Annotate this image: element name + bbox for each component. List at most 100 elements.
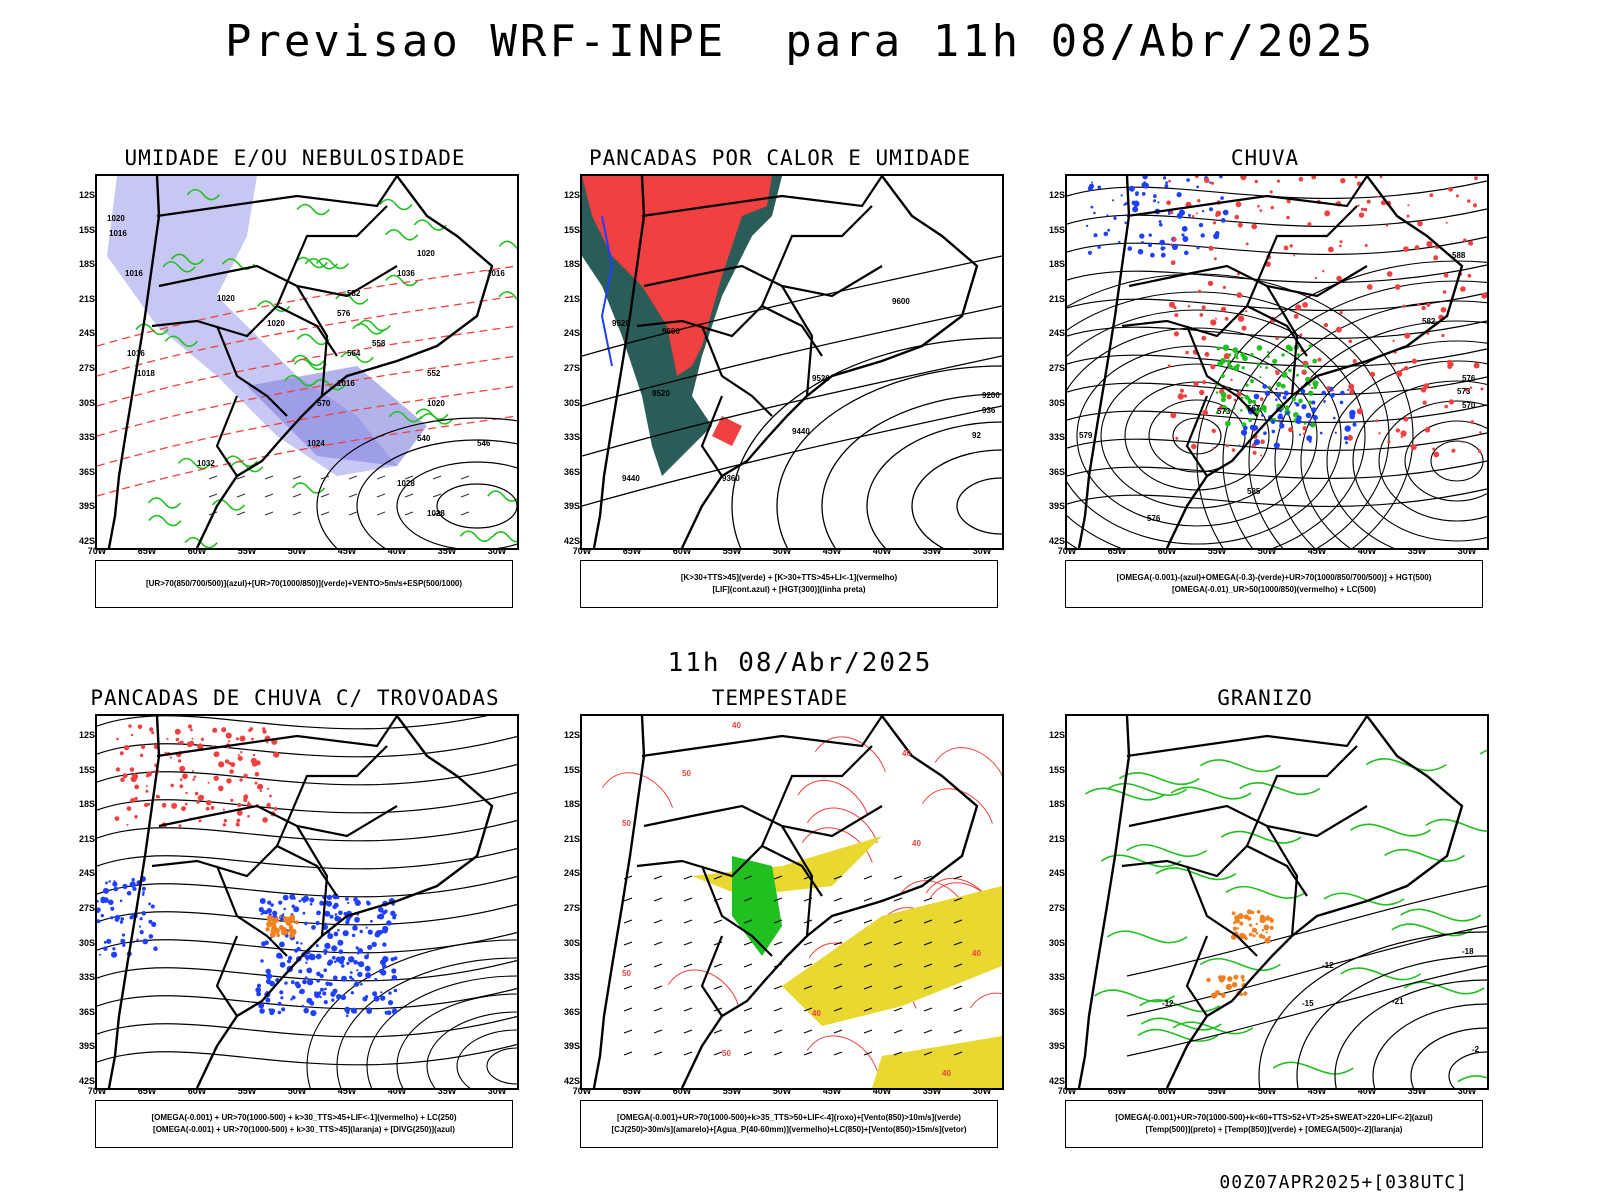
latitude-tick-label: 30S (78, 937, 95, 948)
map-border-line (1185, 395, 1209, 477)
divergence-blue-area (343, 911, 348, 916)
divergence-blue-area (374, 931, 381, 938)
omega-red-area (1443, 272, 1449, 278)
streamline (97, 1015, 517, 1038)
contour-value-label: -12 (1322, 961, 1334, 970)
wind-vector (743, 985, 753, 990)
geopotential-height-contour (731, 337, 1002, 548)
divergence-blue-area (300, 942, 303, 945)
wind-vector (623, 1029, 633, 1034)
omega-blue-area (1249, 424, 1256, 431)
latitude-tick-label: 24S (563, 868, 580, 879)
contour-value-label: -21 (1392, 997, 1404, 1006)
map-border-line (636, 844, 823, 897)
divergence-blue-area (270, 903, 274, 907)
divergence-blue-area (282, 894, 289, 901)
map-border-line (1185, 935, 1209, 1017)
divergence-blue-area (306, 997, 313, 1004)
divergence-blue-area (392, 915, 397, 920)
thickness-contour (97, 265, 517, 347)
omega-blue-area (1243, 425, 1248, 431)
omega-green-area (1228, 364, 1233, 370)
latitude-tick-label: 18S (78, 799, 95, 810)
low-level-humidity-contour (385, 228, 419, 241)
omega-red-area (1293, 254, 1296, 257)
omega-red-area (1174, 313, 1179, 318)
wind-vector (923, 963, 933, 968)
omega-red-area (1467, 199, 1471, 203)
thunderstorm-red-area (191, 737, 194, 740)
omega-blue-area (1319, 431, 1323, 435)
divergence-blue-area (331, 998, 335, 1002)
wind-vector (773, 1051, 783, 1056)
height-500-contour (1352, 380, 1487, 542)
wind-vector (833, 1007, 843, 1012)
wind-vector (208, 475, 218, 480)
omega-green-area (1228, 353, 1232, 357)
omega-blue-area (1112, 199, 1115, 202)
contour-value-label: 1024 (307, 439, 325, 448)
divergence-blue-area (119, 899, 123, 903)
omega-orange-area (1220, 992, 1226, 998)
omega-orange-area (1243, 934, 1247, 938)
map-panel: UMIDADE E/OU NEBULOSIDADE 12S 15S 18S 21S 24S… (75, 146, 519, 636)
low-level-humidity-contour (293, 358, 327, 371)
omega-red-area (1426, 241, 1433, 248)
divergence-blue-area (332, 975, 338, 981)
longitude-tick-label: 55W (237, 1086, 257, 1096)
panel-legend: [UR>70(850/700/500)](azul)+[UR>70(1000/8… (95, 560, 513, 608)
thunderstorm-red-area (185, 791, 188, 795)
divergence-blue-area (303, 1007, 309, 1014)
divergence-blue-area (340, 994, 347, 1001)
longitude-tick-label: 55W (722, 546, 742, 556)
omega-green-area (1308, 383, 1311, 386)
omega-orange-area (1233, 974, 1239, 980)
omega-orange-area (1227, 976, 1233, 982)
omega-blue-area (1139, 233, 1145, 239)
divergence-blue-area (267, 900, 272, 905)
wind-vector (833, 985, 843, 990)
latitude-tick-label: 39S (563, 501, 580, 512)
divergence-blue-area (112, 952, 117, 957)
divergence-blue-area (364, 965, 371, 972)
wind-vector (653, 963, 663, 968)
divergence-blue-area (349, 971, 353, 974)
omega-red-area (1289, 244, 1293, 248)
omega-red-area (1235, 201, 1242, 208)
thunderstorm-orange-area (273, 917, 280, 923)
omega-blue-area (1088, 183, 1095, 189)
contour-value-label: 50 (682, 769, 691, 778)
contour-value-label: 50 (622, 819, 631, 828)
thunderstorm-orange-area (266, 916, 272, 922)
wind-vector (683, 919, 693, 924)
longitude-tick-label: 55W (1207, 1086, 1227, 1096)
longitude-tick-label: 45W (337, 546, 357, 556)
divergence-blue-area (338, 949, 344, 954)
omega-red-area (1317, 357, 1322, 362)
omega-orange-area (1241, 978, 1245, 982)
omega-blue-area (1329, 386, 1334, 391)
wind-vector (863, 985, 873, 990)
divergence-blue-area (360, 982, 363, 986)
longitude-tick-label: 60W (187, 1086, 207, 1096)
divergence-blue-area (378, 913, 385, 920)
divergence-blue-area (282, 913, 285, 915)
divergence-blue-area (139, 917, 143, 921)
legend-line: [OMEGA(-0.001)+UR>70(1000-500)+k<60+TTS>… (1115, 1113, 1433, 1122)
wind-vector (833, 897, 843, 902)
omega-blue-area (1106, 214, 1109, 217)
wind-vector (683, 1051, 693, 1056)
low-level-humidity-contour (415, 408, 449, 420)
legend-line: [UR>70(850/700/500)](azul)+[UR>70(1000/8… (145, 579, 463, 588)
omega-red-area (1395, 428, 1400, 433)
latitude-tick-label: 12S (1048, 190, 1065, 200)
wind-vector (432, 511, 442, 516)
omega-red-area (1299, 333, 1303, 336)
wind-vector (743, 941, 753, 946)
divergence-blue-area (382, 942, 387, 947)
thunderstorm-red-area (171, 802, 178, 809)
omega-blue-area (1150, 252, 1155, 258)
thunderstorm-red-area (123, 744, 130, 751)
panel-legend: [OMEGA(-0.001)-(azul)+OMEGA(-0.3)-(verde… (1065, 560, 1483, 608)
divergence-blue-area (345, 1014, 349, 1018)
